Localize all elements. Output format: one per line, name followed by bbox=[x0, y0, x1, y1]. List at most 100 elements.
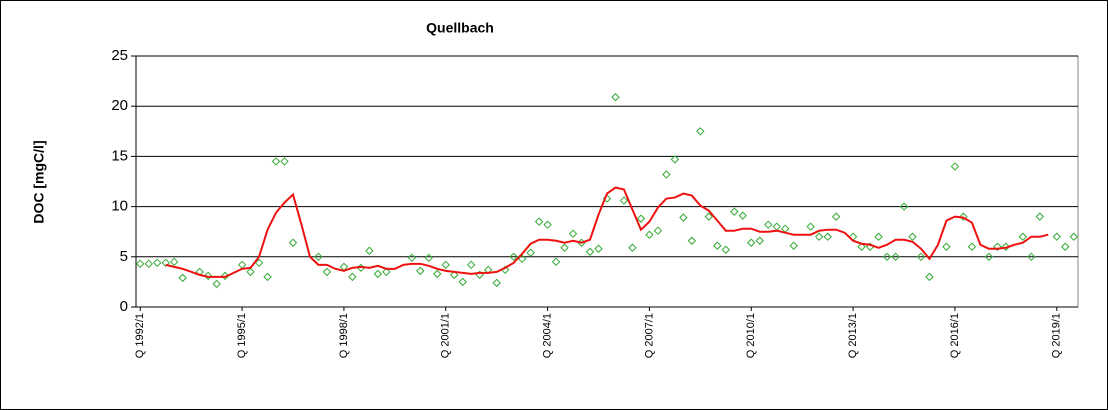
data-point bbox=[713, 241, 722, 250]
data-point bbox=[679, 213, 688, 222]
data-point bbox=[424, 253, 433, 263]
y-tick-label: 5 bbox=[120, 248, 128, 265]
data-point bbox=[1052, 232, 1061, 241]
x-tick-label: Q 1992/1 bbox=[134, 313, 146, 358]
data-point bbox=[823, 232, 832, 241]
data-point bbox=[916, 252, 926, 262]
data-point bbox=[246, 267, 255, 277]
data-point bbox=[416, 266, 425, 276]
data-point bbox=[636, 214, 646, 223]
data-point bbox=[458, 277, 467, 287]
trend-line bbox=[165, 186, 1049, 278]
y-tick-label: 20 bbox=[111, 97, 128, 114]
data-point bbox=[526, 248, 535, 257]
data-point bbox=[1069, 232, 1078, 241]
data-point bbox=[322, 267, 332, 277]
data-point bbox=[407, 253, 417, 263]
x-tick-label: Q 1995/1 bbox=[236, 313, 248, 358]
chart-title: Quellbach bbox=[426, 20, 494, 36]
data-point bbox=[959, 212, 968, 221]
data-point bbox=[670, 155, 680, 164]
data-point bbox=[942, 242, 951, 251]
y-tick-label: 15 bbox=[111, 147, 128, 164]
data-point bbox=[433, 269, 442, 279]
data-point bbox=[280, 157, 289, 166]
data-point bbox=[203, 271, 213, 281]
data-point bbox=[144, 259, 153, 269]
x-tick-label: Q 2004/1 bbox=[542, 313, 554, 358]
data-point bbox=[814, 232, 824, 241]
data-point bbox=[1035, 212, 1045, 221]
data-point bbox=[993, 242, 1002, 251]
x-tick-label: Q 2013/1 bbox=[847, 313, 859, 358]
data-point bbox=[755, 236, 764, 245]
x-tick-label: Q 1998/1 bbox=[338, 313, 350, 358]
data-point bbox=[161, 258, 170, 268]
y-tick-label: 25 bbox=[111, 47, 128, 64]
data-point bbox=[619, 196, 629, 205]
data-point bbox=[509, 252, 518, 262]
x-tick-label: Q 2010/1 bbox=[745, 313, 757, 358]
data-point bbox=[1027, 252, 1036, 262]
data-point bbox=[314, 252, 323, 262]
data-point bbox=[950, 162, 960, 171]
data-point bbox=[891, 252, 900, 262]
data-point bbox=[831, 212, 841, 221]
data-point bbox=[178, 273, 187, 283]
data-point bbox=[764, 220, 773, 229]
data-point bbox=[153, 258, 162, 268]
data-point bbox=[348, 272, 357, 282]
data-point bbox=[967, 242, 977, 251]
data-point bbox=[908, 232, 917, 241]
y-tick-label: 0 bbox=[120, 298, 128, 315]
data-point bbox=[373, 269, 383, 279]
y-tick-label: 10 bbox=[111, 198, 128, 215]
data-point bbox=[543, 220, 552, 229]
x-tick-label: Q 2007/1 bbox=[643, 313, 655, 358]
data-point bbox=[585, 247, 595, 256]
data-point bbox=[874, 232, 883, 241]
data-point bbox=[594, 244, 603, 253]
data-point bbox=[925, 272, 934, 282]
data-point bbox=[882, 252, 892, 262]
data-point bbox=[662, 170, 671, 179]
data-point bbox=[551, 257, 561, 267]
data-point bbox=[1018, 232, 1028, 241]
data-point bbox=[806, 222, 815, 231]
data-point bbox=[611, 92, 620, 102]
data-point bbox=[382, 267, 391, 277]
data-point bbox=[441, 260, 450, 270]
data-point bbox=[730, 207, 739, 216]
data-point bbox=[534, 217, 544, 226]
data-point bbox=[450, 270, 459, 280]
y-axis-label: DOC [mgC/l] bbox=[31, 140, 47, 223]
data-point bbox=[212, 279, 221, 289]
x-tick-label: Q 2001/1 bbox=[440, 313, 452, 358]
data-point bbox=[789, 241, 798, 250]
data-point bbox=[560, 243, 569, 252]
data-point bbox=[169, 257, 179, 267]
data-point bbox=[271, 157, 281, 166]
data-point bbox=[899, 202, 909, 211]
data-point bbox=[254, 258, 264, 268]
data-point bbox=[721, 245, 731, 254]
data-point bbox=[568, 229, 578, 238]
data-point bbox=[263, 272, 272, 282]
data-point bbox=[738, 211, 747, 220]
data-point bbox=[492, 278, 501, 288]
data-point bbox=[645, 230, 654, 239]
data-point bbox=[1001, 242, 1011, 251]
data-point bbox=[136, 259, 145, 269]
data-point bbox=[696, 127, 705, 136]
data-point bbox=[1061, 242, 1070, 251]
data-point bbox=[288, 238, 298, 247]
data-point bbox=[857, 242, 866, 251]
x-tick-label: Q 2016/1 bbox=[949, 313, 961, 358]
data-point bbox=[704, 212, 714, 221]
x-tick-label: Q 2019/1 bbox=[1051, 313, 1063, 358]
data-point bbox=[467, 260, 476, 270]
data-point bbox=[687, 236, 697, 245]
